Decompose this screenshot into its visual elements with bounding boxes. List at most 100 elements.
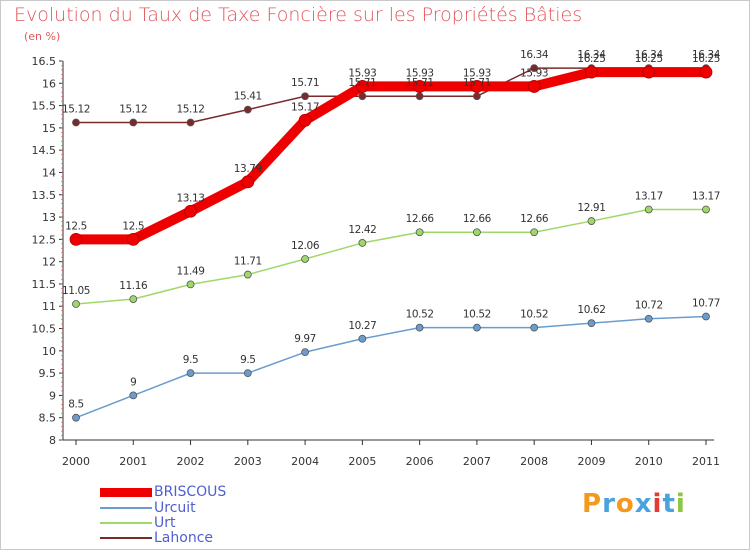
y-tick-label: 8.5 (39, 412, 57, 425)
data-label: 15.71 (463, 77, 491, 89)
logo-letter: P (582, 489, 603, 519)
data-point (415, 92, 424, 101)
x-tick-label: 2005 (348, 455, 376, 468)
chart-unit: (en %) (24, 30, 61, 43)
data-point (301, 348, 309, 357)
data-point (473, 228, 481, 237)
logo-letter: r (602, 489, 616, 519)
data-label: 16.34 (635, 49, 664, 61)
data-label: 15.12 (119, 104, 147, 116)
data-label: 13.13 (177, 192, 205, 204)
data-label: 15.41 (234, 91, 262, 103)
logo-letter: i (652, 489, 663, 519)
y-tick-label: 10.5 (32, 323, 57, 336)
legend-label: BRISCOUS (154, 484, 227, 500)
data-label: 13.17 (635, 190, 663, 202)
data-label: 13.17 (692, 190, 720, 202)
legend-item-urt: Urt (100, 515, 176, 531)
data-point (358, 334, 367, 343)
data-point (530, 228, 539, 237)
y-tick-label: 10 (42, 345, 56, 358)
data-label: 9 (130, 376, 136, 388)
data-point (530, 64, 539, 73)
legend-swatch (100, 537, 152, 539)
data-label: 16.25 (635, 53, 663, 65)
data-point (129, 391, 138, 400)
data-point (644, 205, 653, 214)
data-label: 15.12 (177, 104, 205, 116)
data-label: 12.66 (406, 213, 435, 225)
data-label: 15.93 (406, 67, 434, 79)
data-label: 12.66 (463, 213, 492, 225)
data-label: 15.93 (520, 67, 548, 79)
data-point (644, 314, 653, 323)
data-label: 15.71 (291, 77, 319, 89)
y-tick-label: 14.5 (32, 144, 57, 157)
data-point (301, 92, 309, 101)
data-point (358, 239, 367, 247)
data-point (702, 312, 710, 321)
data-label: 15.93 (463, 67, 491, 79)
data-label: 10.52 (463, 309, 491, 321)
y-tick-label: 9.5 (39, 367, 57, 380)
x-tick-label: 2001 (119, 455, 147, 468)
data-point (415, 323, 424, 332)
data-label: 10.52 (406, 309, 434, 321)
legend-label: Urt (154, 515, 176, 531)
data-label: 16.34 (577, 49, 606, 61)
data-label: 11.71 (234, 256, 262, 268)
data-label: 8.5 (68, 399, 84, 411)
proxiti-logo: Proxiti (582, 489, 686, 519)
series-line-urt (75, 208, 707, 305)
data-point (186, 280, 195, 289)
x-tick-label: 2002 (177, 455, 205, 468)
data-label: 16.34 (520, 49, 549, 61)
data-label: 15.12 (62, 104, 90, 116)
data-label: 10.52 (520, 309, 548, 321)
y-tick-label: 13 (42, 211, 56, 224)
data-point (355, 80, 369, 93)
logo-letter: o (615, 489, 635, 519)
data-point (530, 323, 539, 332)
data-label: 12.66 (520, 213, 549, 225)
data-label: 15.93 (348, 67, 376, 79)
data-point (587, 217, 596, 225)
data-point (413, 80, 427, 93)
data-point (415, 228, 424, 237)
x-tick-label: 2003 (234, 455, 262, 468)
data-point (470, 80, 484, 93)
data-point (243, 270, 252, 279)
data-point (473, 92, 481, 101)
data-point (243, 105, 252, 114)
data-point (473, 323, 481, 332)
y-tick-label: 15 (42, 122, 56, 135)
data-label: 10.77 (692, 297, 720, 309)
data-point (298, 113, 312, 127)
logo-letter: t (662, 489, 676, 519)
data-label: 15.71 (348, 77, 376, 89)
data-label: 12.5 (65, 220, 87, 232)
data-point (587, 319, 596, 328)
y-tick-label: 16.5 (32, 55, 57, 68)
data-label: 16.25 (577, 53, 605, 65)
data-point (72, 300, 80, 308)
logo-letter: x (634, 489, 653, 519)
x-tick-label: 2004 (291, 455, 319, 468)
y-tick-label: 15.5 (32, 100, 57, 113)
data-label: 12.06 (291, 240, 320, 252)
data-label: 9.5 (240, 354, 256, 366)
data-point (126, 232, 140, 246)
data-point (186, 369, 195, 378)
data-label: 12.5 (122, 220, 144, 232)
legend-swatch (100, 507, 152, 509)
y-tick-label: 11.5 (32, 278, 57, 291)
y-tick-label: 12 (42, 256, 56, 269)
legend-label: Urcuit (154, 500, 196, 516)
data-point (699, 65, 713, 79)
data-point (358, 92, 367, 101)
data-point (129, 118, 138, 127)
legend-swatch (100, 487, 152, 497)
data-point (301, 255, 309, 263)
data-label: 15.71 (406, 77, 434, 89)
data-point (585, 65, 598, 79)
